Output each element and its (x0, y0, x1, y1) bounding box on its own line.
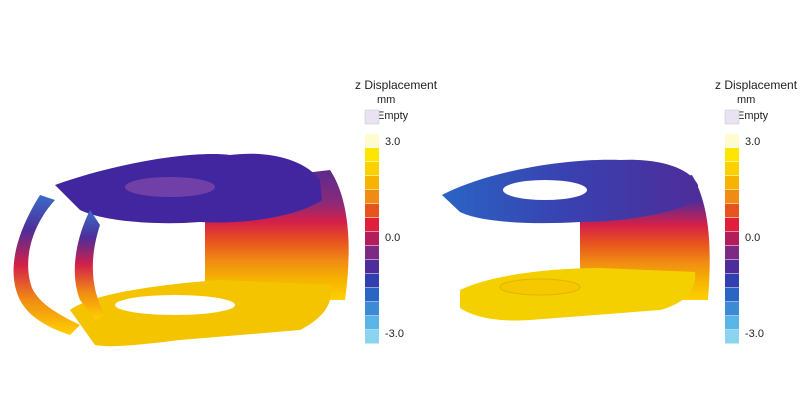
right-legend-swatch-4 (725, 190, 739, 204)
left-legend-swatch-14 (365, 330, 379, 344)
left-top-hole (125, 177, 215, 197)
right-legend-swatch-7 (725, 232, 739, 246)
left-model-render (13, 153, 349, 347)
right-legend-unit: mm (737, 94, 756, 106)
right-legend-swatch-2 (725, 162, 739, 176)
right-legend-swatch-0 (725, 134, 739, 148)
right-legend-empty-swatch (724, 109, 740, 125)
right-legend-swatch-9 (725, 260, 739, 274)
right-legend-swatch-5 (725, 204, 739, 218)
right-legend-tick-max: 3.0 (745, 136, 761, 148)
left-legend-swatch-11 (365, 288, 379, 302)
left-base-hole (115, 295, 235, 315)
right-model-render (442, 159, 710, 321)
left-panel: z Displacement mm Empty 3.0 0.0 -3.0 (13, 78, 438, 348)
right-legend-swatch-8 (725, 246, 739, 260)
left-legend-empty-swatch (364, 109, 380, 125)
left-legend: z Displacement mm Empty 3.0 0.0 -3.0 (355, 78, 438, 348)
right-legend-swatch-3 (725, 176, 739, 190)
left-legend-swatch-13 (365, 316, 379, 330)
right-legend-tick-min: -3.0 (745, 328, 764, 340)
left-legend-swatch-3 (365, 176, 379, 190)
left-legend-swatch-7 (365, 232, 379, 246)
right-legend-swatch-11 (725, 288, 739, 302)
left-legend-swatch-8 (365, 246, 379, 260)
left-legend-scale (364, 109, 380, 344)
left-legend-swatch-2 (365, 162, 379, 176)
right-legend-swatch-13 (725, 316, 739, 330)
left-legend-unit: mm (377, 94, 396, 106)
right-base-hole (499, 278, 581, 296)
left-legend-swatch-5 (365, 204, 379, 218)
left-legend-swatch-9 (365, 260, 379, 274)
left-legend-swatch-10 (365, 274, 379, 288)
right-legend-swatch-6 (725, 218, 739, 232)
right-legend-swatch-10 (725, 274, 739, 288)
left-legend-swatch-6 (365, 218, 379, 232)
left-legend-title: z Displacement (355, 78, 438, 92)
right-panel: z Displacement mm Empty 3.0 0.0 -3.0 (430, 0, 800, 400)
left-legend-tick-min: -3.0 (385, 328, 404, 340)
left-legend-empty-label: Empty (377, 110, 409, 122)
right-legend-title: z Displacement (715, 78, 798, 92)
right-legend-tick-zero: 0.0 (745, 232, 761, 244)
left-legend-swatch-12 (365, 302, 379, 316)
right-legend-scale (724, 109, 740, 344)
left-legend-tick-max: 3.0 (385, 136, 401, 148)
left-legend-swatch-0 (365, 134, 379, 148)
right-top-hole (503, 180, 587, 200)
left-legend-tick-zero: 0.0 (385, 232, 401, 244)
left-strap-inner (74, 210, 105, 320)
right-legend-swatch-12 (725, 302, 739, 316)
right-legend-empty-label: Empty (737, 110, 769, 122)
right-base-plate (460, 268, 696, 321)
right-legend: z Displacement mm Empty 3.0 0.0 -3.0 (715, 78, 800, 348)
left-legend-swatch-1 (365, 148, 379, 162)
left-legend-swatch-4 (365, 190, 379, 204)
left-strap-outer (13, 195, 80, 335)
right-legend-swatch-14 (725, 330, 739, 344)
right-legend-swatch-1 (725, 148, 739, 162)
